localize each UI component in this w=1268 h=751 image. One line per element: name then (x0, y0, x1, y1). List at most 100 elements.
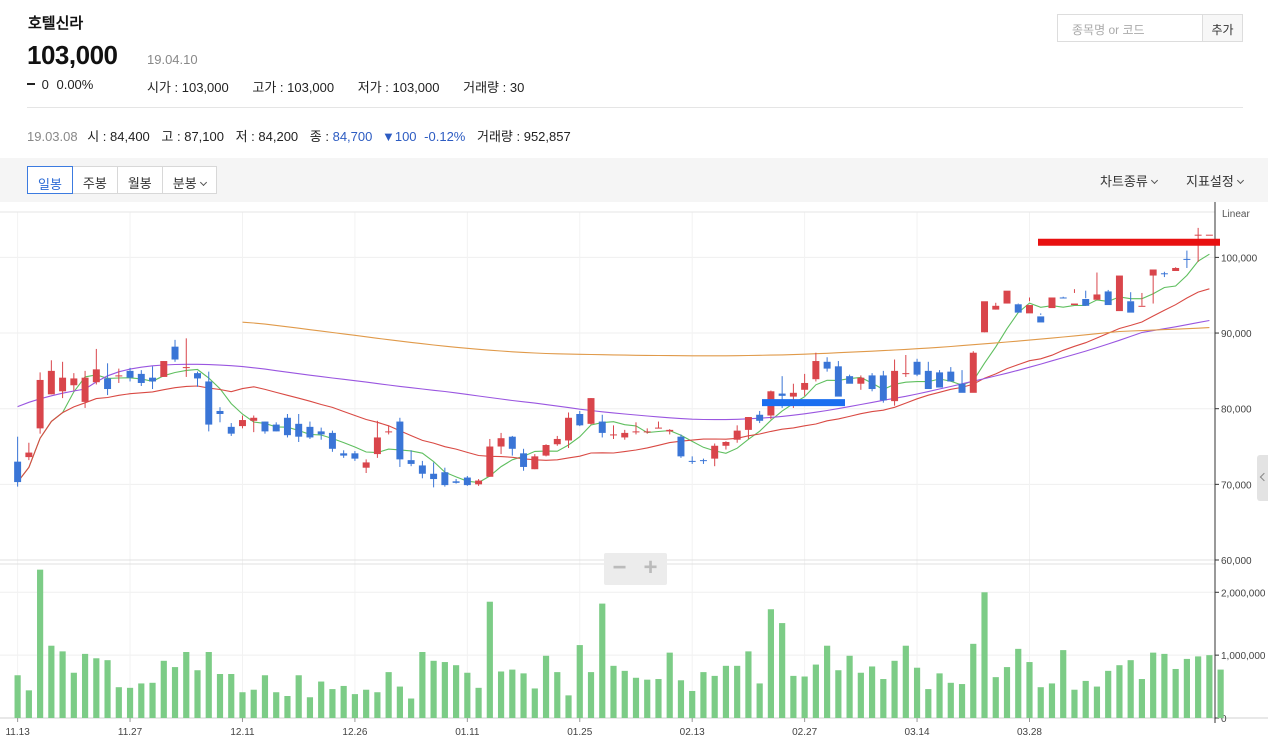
candle-body (992, 305, 1000, 310)
candle (891, 359, 899, 406)
candle (1138, 292, 1146, 307)
volume-bar (868, 666, 876, 718)
volume-bar (104, 660, 111, 718)
volume-bar (149, 682, 156, 718)
volume-bar (936, 673, 943, 718)
candle-body (1138, 305, 1146, 307)
candle (857, 375, 865, 390)
period-daily-button[interactable]: 일봉 (27, 166, 73, 194)
candle (250, 415, 258, 433)
candle-body (328, 432, 336, 449)
candle (1003, 290, 1011, 304)
zoom-in-button[interactable]: + (643, 554, 658, 581)
volume-bar (430, 660, 437, 718)
candle-body (216, 410, 224, 414)
candle-body (137, 373, 145, 383)
period-minute-button[interactable]: 분봉 (163, 167, 216, 193)
period-weekly-button[interactable]: 주봉 (73, 167, 118, 193)
candle-body (295, 423, 303, 437)
candle (598, 414, 606, 438)
candle-body (565, 417, 573, 441)
volume-bar (801, 676, 808, 718)
selected-high: 고 : 87,100 (161, 129, 224, 144)
volume-bar (93, 658, 100, 718)
volume-bar (194, 670, 201, 718)
volume-tick-label: 0 (1221, 714, 1227, 725)
change-percent: 0.00% (56, 77, 94, 92)
candle (1115, 275, 1123, 312)
candle-body (126, 370, 134, 378)
volume-bar (48, 645, 55, 718)
candle-body (205, 381, 213, 425)
volume-bar (599, 603, 606, 718)
candle (1037, 313, 1045, 323)
volume-bar (542, 655, 550, 718)
chart-toolbar: 일봉 주봉 월봉 분봉 차트종류 지표설정 (0, 158, 1268, 202)
volume-bar (913, 667, 921, 718)
candle (801, 373, 809, 396)
volume-bar (610, 665, 617, 718)
volume-tick-label: 1,000,000 (1221, 651, 1266, 662)
price-chart[interactable]: Linear 100,000 90,000 80,000 70,000 60,000 2,0… (0, 202, 1268, 751)
selected-change-percent: -0.12% (424, 129, 466, 144)
candle-body (598, 421, 606, 433)
volume-bar (363, 689, 370, 718)
candle-body (283, 417, 291, 436)
candle-body (160, 361, 168, 377)
volume-bar (239, 692, 246, 718)
volume-bar (1015, 648, 1022, 718)
stock-search-input[interactable]: 종목명 or 코드 (1057, 14, 1203, 42)
candle (823, 357, 831, 372)
time-tick-label: 11.27 (118, 727, 143, 738)
candle-body (801, 382, 809, 390)
candle-body (621, 432, 629, 438)
candle (137, 370, 145, 386)
candle (351, 451, 359, 461)
candle (70, 373, 78, 391)
period-monthly-button[interactable]: 월봉 (118, 167, 163, 193)
candle (1026, 297, 1033, 314)
volume-bar (947, 682, 954, 718)
volume-bar (37, 569, 44, 718)
zoom-out-button[interactable]: − (612, 554, 627, 581)
candle (486, 438, 494, 477)
candle-body (407, 460, 415, 464)
selected-date: 19.03.08 (27, 129, 78, 144)
candle-body (1205, 234, 1213, 236)
candle (643, 428, 651, 434)
volume-bar (644, 679, 651, 718)
candle-body (81, 377, 89, 402)
candle (497, 432, 505, 455)
add-button[interactable]: 추가 (1202, 14, 1243, 42)
volume-bar (126, 687, 134, 718)
volume-bar (1026, 662, 1033, 718)
candle (104, 363, 112, 396)
chart-type-menu[interactable]: 차트종류 (1100, 171, 1158, 190)
volume-bar (857, 672, 864, 718)
candle (418, 460, 426, 479)
volume-bar (497, 671, 505, 718)
candle (441, 467, 449, 487)
indicator-settings-menu[interactable]: 지표설정 (1186, 171, 1244, 190)
price-tick-label: 70,000 (1221, 480, 1252, 491)
candle-body (902, 373, 910, 375)
candle (47, 360, 55, 395)
candle (1048, 297, 1056, 309)
candle (160, 361, 168, 377)
candle-body (1070, 303, 1078, 306)
candle-body (610, 434, 617, 436)
zoom-controls: − + (604, 553, 667, 585)
volume-bar (756, 683, 763, 718)
price-date: 19.04.10 (147, 52, 198, 67)
candle-body (1026, 305, 1033, 314)
change-value: 0 (41, 77, 49, 92)
time-tick-label: 03.28 (1017, 727, 1042, 738)
candle (238, 415, 246, 429)
volume-bar (205, 652, 212, 718)
side-panel-toggle[interactable] (1257, 455, 1268, 501)
volume-bar (216, 674, 224, 718)
candle (1059, 296, 1067, 299)
selected-volume: 거래량 : 952,857 (477, 129, 571, 144)
candle-body (1014, 304, 1022, 313)
volume-bar (351, 694, 359, 718)
